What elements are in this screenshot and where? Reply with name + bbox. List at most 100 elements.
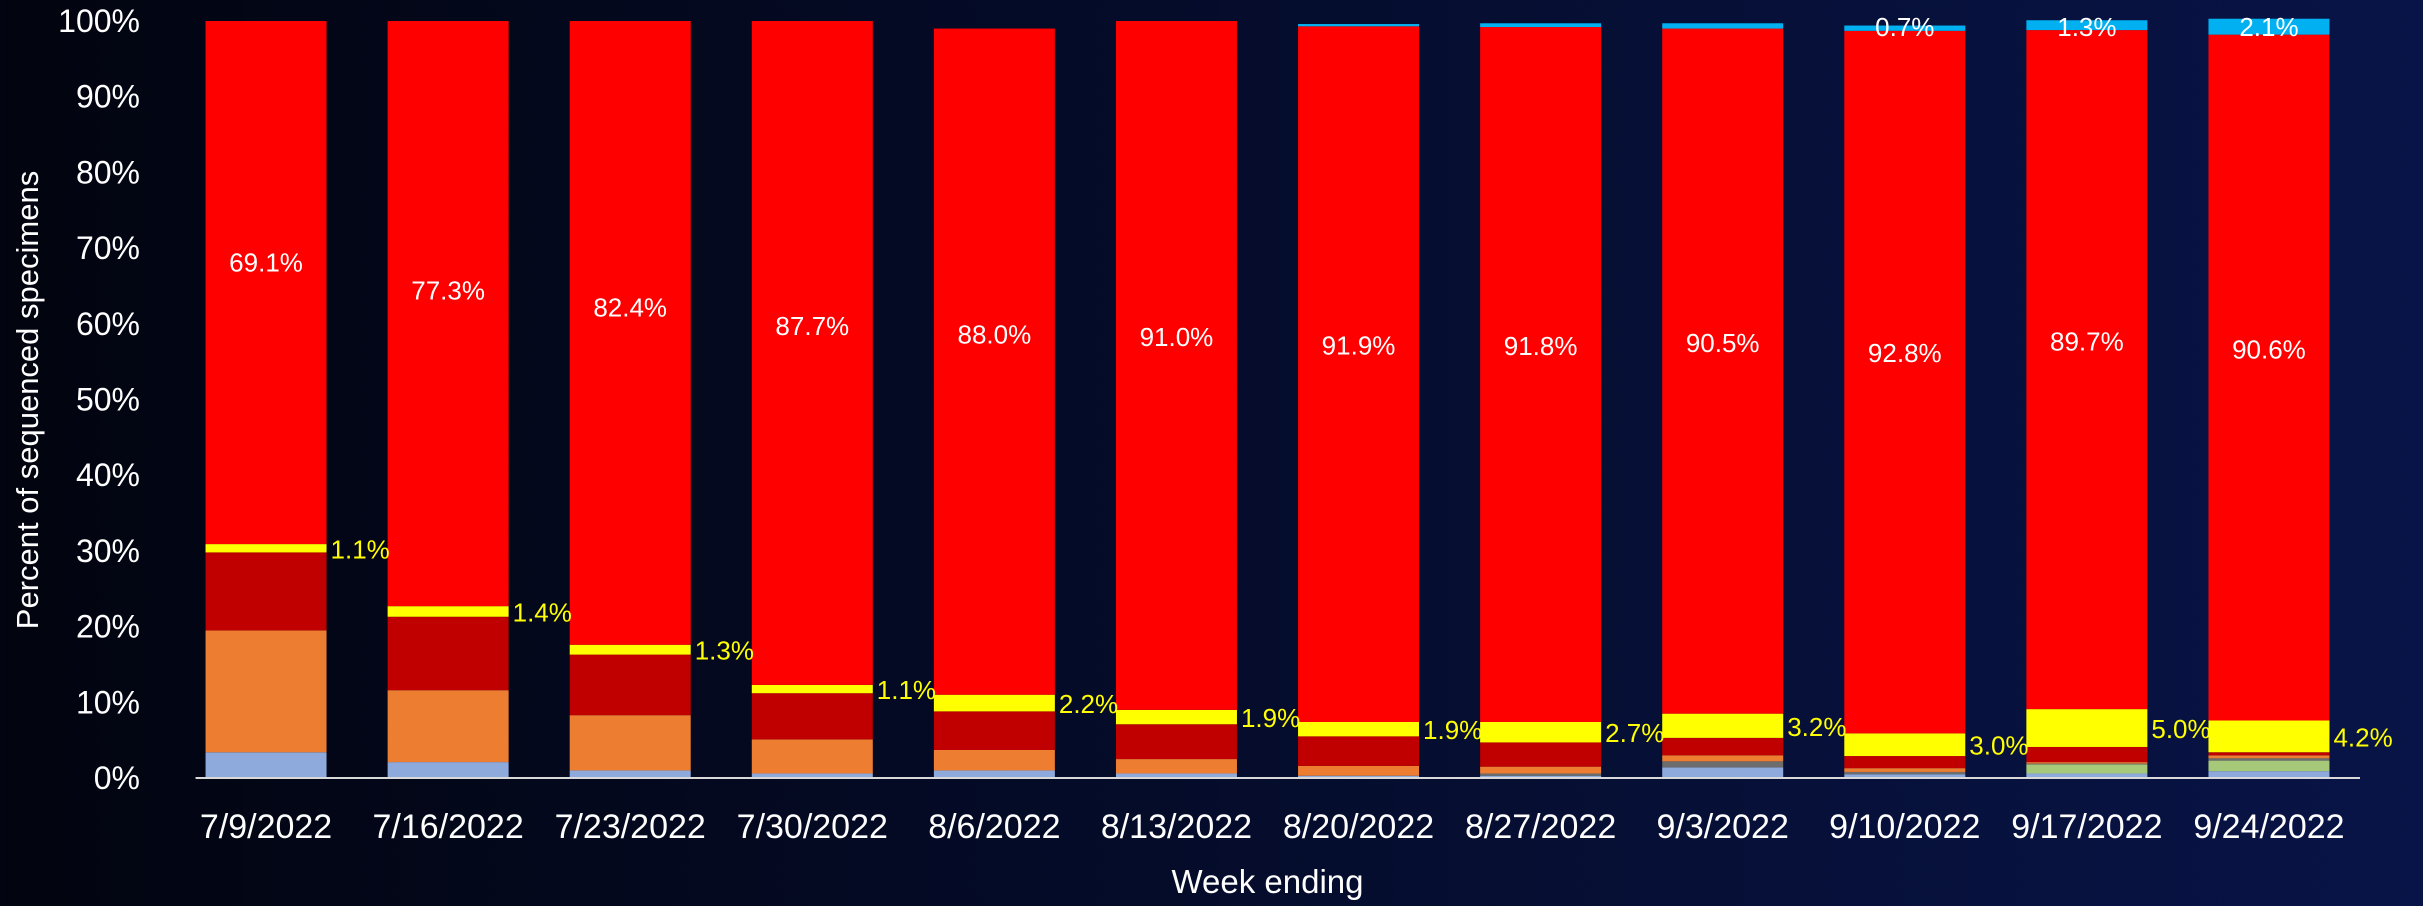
y-tick-label: 50% — [76, 382, 140, 418]
y-tick-label: 90% — [76, 79, 140, 115]
bar-segment — [387, 606, 509, 617]
x-tick-label: 9/3/2022 — [1657, 808, 1789, 846]
bar-segment — [1844, 25, 1966, 31]
bar-segment — [1480, 766, 1602, 774]
data-label: 2.1% — [2239, 12, 2298, 42]
bar-segment — [1480, 775, 1602, 778]
bar-segment — [1480, 742, 1602, 767]
bar-segment — [2208, 18, 2330, 35]
bar-segment — [2208, 758, 2330, 761]
data-label: 92.8% — [1868, 338, 1942, 368]
bar-segment — [1115, 773, 1237, 778]
y-tick-label: 0% — [94, 760, 140, 796]
bar-segment — [205, 752, 327, 778]
bar-segment — [2026, 30, 2148, 710]
bar-segment — [1480, 23, 1602, 28]
x-tick-label: 8/27/2022 — [1465, 808, 1616, 846]
bar-segment — [205, 21, 327, 545]
bar-segment — [1662, 28, 1784, 714]
data-label: 69.1% — [229, 247, 303, 277]
bar-segment — [1662, 761, 1784, 768]
bar-segment — [933, 770, 1055, 778]
bar-segment — [2208, 720, 2330, 753]
y-tick-label: 10% — [76, 684, 140, 720]
data-label: 1.3% — [2057, 12, 2116, 42]
bar-segment — [1298, 736, 1420, 766]
bar-segment — [569, 644, 691, 655]
bar-segment — [387, 616, 509, 691]
bar-segment — [1844, 771, 1966, 775]
bar-segment — [2208, 760, 2330, 772]
data-label: 3.2% — [1787, 712, 1846, 742]
bar-segment — [933, 28, 1055, 695]
bar-segment — [1844, 733, 1966, 757]
bar-segment — [569, 770, 691, 778]
bar-segment — [751, 739, 873, 774]
data-label: 89.7% — [2050, 327, 2124, 357]
bar-segment — [1298, 26, 1420, 722]
bar-segment — [751, 21, 873, 685]
x-tick-label: 9/10/2022 — [1829, 808, 1980, 846]
data-label: 1.3% — [695, 636, 754, 666]
bar-segment — [1115, 759, 1237, 774]
x-tick-label: 7/16/2022 — [372, 808, 523, 846]
x-tick-label: 7/30/2022 — [737, 808, 888, 846]
y-tick-label: 70% — [76, 230, 140, 266]
bar-segment — [387, 690, 509, 763]
data-label: 90.6% — [2232, 334, 2306, 364]
bar-segment — [933, 749, 1055, 771]
bar-segment — [569, 715, 691, 771]
bar-segment — [2208, 771, 2330, 778]
bar-segment — [205, 630, 327, 753]
bar-segment — [1844, 768, 1966, 772]
x-tick-label: 8/13/2022 — [1101, 808, 1252, 846]
y-tick-label: 100% — [58, 3, 140, 39]
bar-segment — [1115, 21, 1237, 710]
bar-segment — [205, 544, 327, 553]
data-label: 91.0% — [1140, 322, 1214, 352]
data-label: 2.2% — [1059, 689, 1118, 719]
y-axis-title: Percent of sequenced specimens — [10, 171, 45, 629]
data-label: 87.7% — [775, 311, 849, 341]
bar-segment — [751, 773, 873, 778]
bar-segment — [933, 694, 1055, 712]
data-label: 88.0% — [958, 319, 1032, 349]
data-label: 1.9% — [1423, 715, 1482, 745]
bar-segment — [387, 762, 509, 778]
x-tick-label: 8/20/2022 — [1283, 808, 1434, 846]
bar-segment — [933, 711, 1055, 750]
data-label: 91.9% — [1322, 330, 1396, 360]
x-tick-label: 7/23/2022 — [555, 808, 706, 846]
bar-segment — [751, 693, 873, 740]
data-label: 82.4% — [593, 293, 667, 323]
bar-segment — [2208, 752, 2330, 756]
bar-segment — [2026, 709, 2148, 747]
bar-segment — [2208, 34, 2330, 721]
bar-segment — [569, 21, 691, 645]
data-label: 4.2% — [2333, 722, 2392, 752]
bar-segment — [1662, 767, 1784, 778]
bar-segment — [1480, 773, 1602, 776]
x-axis-title: Week ending — [1171, 863, 1363, 900]
bar-segment — [205, 552, 327, 631]
data-label: 1.1% — [877, 675, 936, 705]
bar-segment — [2026, 764, 2148, 774]
bar-segment — [1298, 765, 1420, 776]
bar-segment — [1662, 755, 1784, 762]
data-label: 2.7% — [1605, 718, 1664, 748]
bar-segment — [387, 21, 509, 607]
data-label: 3.0% — [1969, 731, 2028, 761]
data-label: 90.5% — [1686, 328, 1760, 358]
bar-segment — [1844, 774, 1966, 778]
bar-segment — [2026, 762, 2148, 764]
data-label: 77.3% — [411, 275, 485, 305]
bar-segment — [2026, 773, 2148, 778]
y-tick-label: 30% — [76, 533, 140, 569]
bar-segment — [2208, 755, 2330, 759]
data-label: 1.9% — [1241, 703, 1300, 733]
bar-segment — [1480, 721, 1602, 743]
bar-segment — [1298, 775, 1420, 778]
x-tick-label: 9/24/2022 — [2193, 808, 2344, 846]
